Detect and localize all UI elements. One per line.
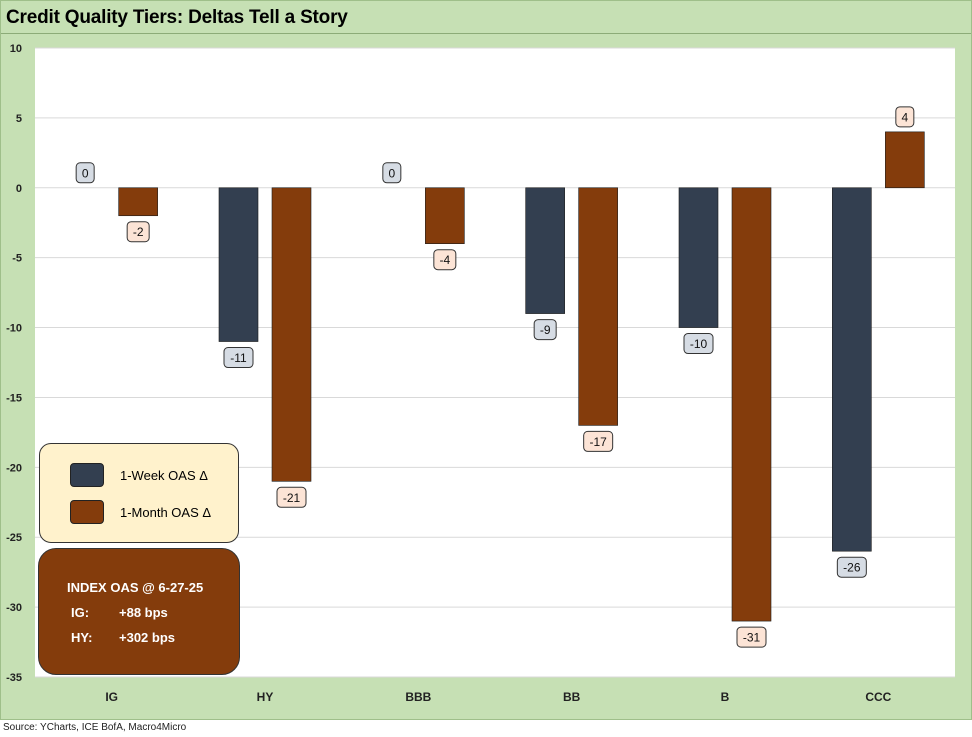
bar-month-ccc — [885, 131, 925, 189]
bar-week-b — [678, 187, 719, 328]
data-label-month-b: -31 — [736, 626, 767, 648]
legend-label-month: 1-Month OAS Δ — [120, 504, 212, 520]
legend-item-month: 1-Month OAS Δ — [70, 499, 211, 525]
data-label-box — [583, 430, 614, 452]
data-label-month-hy: -21 — [276, 486, 307, 508]
bar-week-ccc — [832, 187, 872, 552]
data-label-text: 0 — [82, 166, 89, 180]
data-label-week-hy: -11 — [223, 347, 254, 369]
index-oas-hy-label: HY: — [71, 630, 93, 645]
y-tick-label: -10 — [6, 323, 22, 335]
x-axis-categories: IG HY BBB BB B CCC — [105, 690, 891, 704]
data-label-month-ccc: 4 — [895, 106, 915, 128]
y-tick-label: 10 — [10, 43, 22, 55]
category-label-bbb: BBB — [405, 690, 431, 704]
data-label-text: -9 — [540, 323, 551, 337]
data-label-box — [533, 319, 557, 341]
data-label-box — [382, 162, 402, 184]
legend-label-week: 1-Week OAS Δ — [120, 467, 208, 483]
bar-month-bb — [578, 187, 618, 426]
data-label-text: -31 — [743, 631, 761, 645]
data-label-box — [683, 333, 714, 355]
source-note: Source: YCharts, ICE BofA, Macro4Micro — [3, 722, 187, 733]
title-bar: Credit Quality Tiers: Deltas Tell a Stor… — [1, 1, 971, 34]
chart-title: Credit Quality Tiers: Deltas Tell a Stor… — [6, 7, 348, 28]
bar-month-hy — [271, 187, 312, 482]
data-label-text: -2 — [133, 225, 144, 239]
data-label-month-ig: -2 — [126, 221, 150, 243]
data-label-box — [433, 249, 457, 271]
data-label-week-ig: 0 — [75, 162, 95, 184]
data-label-text: -10 — [690, 337, 708, 351]
y-tick-label: 0 — [16, 183, 22, 195]
category-label-ig: IG — [105, 690, 118, 704]
category-label-bb: BB — [563, 690, 581, 704]
bar-month-bbb — [425, 187, 465, 244]
data-label-text: 4 — [901, 110, 908, 124]
data-label-text: -4 — [439, 253, 450, 267]
data-label-text: -17 — [589, 435, 607, 449]
y-tick-label: -30 — [6, 602, 22, 614]
data-label-text: -11 — [230, 351, 247, 365]
data-label-box — [126, 221, 150, 243]
category-label-ccc: CCC — [865, 690, 891, 704]
y-tick-label: -15 — [6, 392, 22, 404]
legend: 1-Week OAS Δ 1-Month OAS Δ — [39, 443, 239, 543]
data-label-week-b: -10 — [683, 333, 714, 355]
data-label-box — [223, 347, 254, 369]
category-label-hy: HY — [257, 690, 274, 704]
data-label-box — [75, 162, 95, 184]
index-oas-box: INDEX OAS @ 6-27-25 IG: +88 bps HY: +302 b… — [38, 548, 240, 675]
index-oas-hy-value: +302 bps — [119, 630, 176, 645]
bar-chart: 10 5 0 -5 -10 -15 -20 -25 -30 -35 0 -2 -11 -21 0 -4 -9 -… — [6, 43, 955, 704]
data-label-week-bbb: 0 — [382, 162, 402, 184]
data-label-week-ccc: -26 — [836, 556, 867, 578]
y-tick-label: -25 — [6, 532, 22, 544]
data-label-box — [895, 106, 915, 128]
index-oas-ig-label: IG: — [71, 605, 90, 620]
legend-swatch-month — [70, 500, 104, 524]
data-label-text: 0 — [388, 166, 395, 180]
bar-week-hy — [218, 187, 259, 342]
y-tick-label: -5 — [12, 253, 22, 265]
bars — [118, 131, 925, 622]
data-label-text: -21 — [283, 491, 301, 505]
index-oas-ig-value: +88 bps — [119, 605, 168, 620]
bar-month-ig — [118, 187, 158, 217]
y-tick-label: 5 — [16, 113, 22, 125]
data-label-week-bb: -9 — [533, 319, 557, 341]
index-oas-ig: IG: +88 bps — [71, 605, 168, 620]
data-label-month-bb: -17 — [583, 430, 614, 452]
data-label-month-bbb: -4 — [433, 249, 457, 271]
category-label-b: B — [721, 690, 730, 704]
data-labels: 0 -2 -11 -21 0 -4 -9 -17 -10 -31 -26 4 — [75, 106, 915, 648]
bar-week-bb — [525, 187, 565, 314]
y-tick-label: -35 — [6, 672, 22, 684]
data-label-box — [736, 626, 767, 648]
legend-swatch-week — [70, 463, 104, 487]
y-tick-label: -20 — [6, 462, 22, 474]
index-oas-hy: HY: +302 bps — [71, 630, 175, 645]
data-label-box — [276, 486, 307, 508]
index-oas-title: INDEX OAS @ 6-27-25 — [67, 580, 204, 595]
legend-item-week: 1-Week OAS Δ — [70, 462, 208, 488]
data-label-text: -26 — [843, 561, 861, 575]
bar-month-b — [731, 187, 772, 622]
data-label-box — [836, 556, 867, 578]
y-axis-ticks: 10 5 0 -5 -10 -15 -20 -25 -30 -35 — [6, 43, 22, 684]
